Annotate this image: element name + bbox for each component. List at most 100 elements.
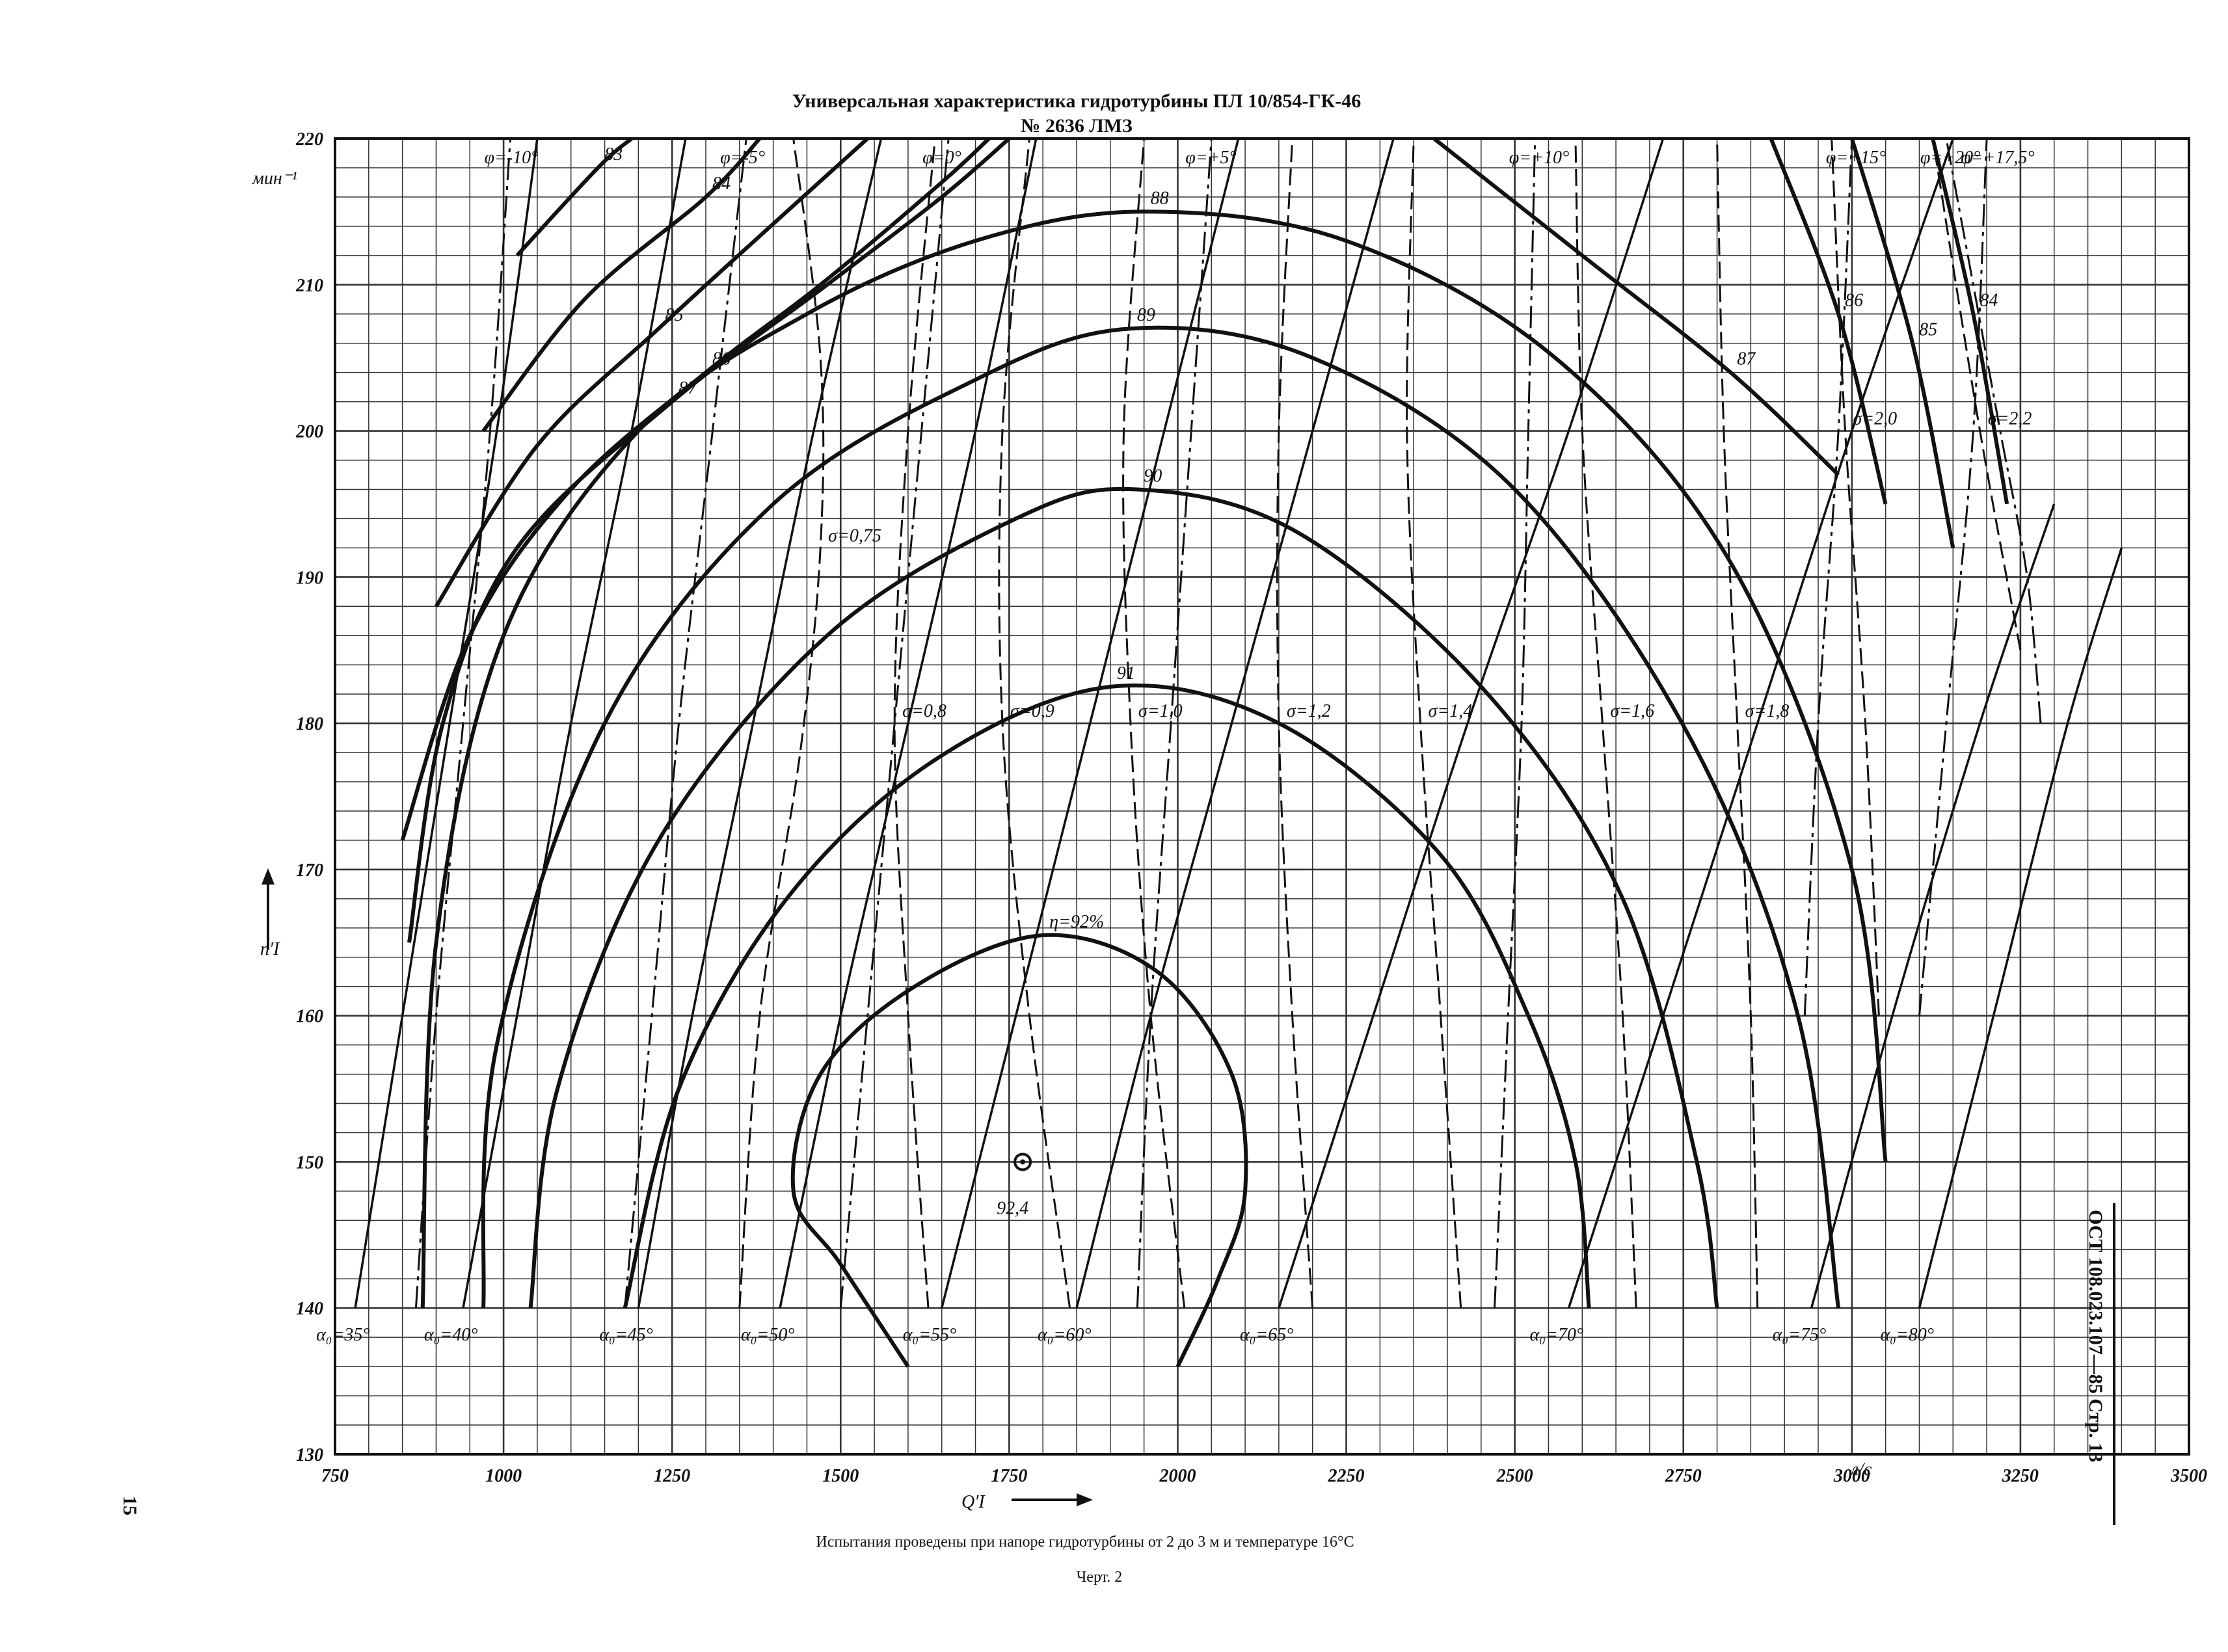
footnote: Испытания проведены при напоре гидротурб… xyxy=(816,1534,1354,1551)
cavitation-label: σ=0,75 xyxy=(828,526,881,546)
x-tick-label: 1750 xyxy=(991,1466,1027,1486)
guide-vane-line xyxy=(1810,503,2056,1309)
y-axis-arrow xyxy=(262,868,275,950)
blade-angle-label: φ=0° xyxy=(922,148,961,168)
efficiency-curve xyxy=(481,137,762,433)
efficiency-label: 87 xyxy=(678,379,697,399)
efficiency-label: 86 xyxy=(1845,291,1863,311)
axis-ticks: 750 1000 1250 1500 1750 2000 2250 2500 2750 3000 3… xyxy=(295,129,2207,1486)
efficiency-curve xyxy=(407,137,1011,943)
efficiency-label: 83 xyxy=(604,144,623,165)
cavitation-curve xyxy=(1716,138,1759,1309)
optimum-point xyxy=(1020,1159,1026,1165)
guide-vane-label: α₀=50° xyxy=(741,1325,795,1345)
cavitation-curve xyxy=(998,138,1071,1309)
x-tick-label: 3250 xyxy=(2002,1466,2039,1486)
cavitation-label: σ=1,4 xyxy=(1429,701,1473,721)
x-tick-label: 2750 xyxy=(1665,1466,1702,1486)
side-standard-label: ОСТ 108.023.107—85 Стр. 13 xyxy=(2085,1210,2106,1462)
efficiency-curve xyxy=(1432,137,1840,477)
guide-vane-line xyxy=(1075,138,1395,1309)
blade-angle-lines xyxy=(414,138,2042,1309)
figure-caption: Черт. 2 xyxy=(1077,1569,1123,1586)
blade-angle-line xyxy=(1918,138,1988,1016)
cavitation-curve xyxy=(1574,138,1637,1309)
guide-vane-label: α₀=80° xyxy=(1880,1325,1934,1345)
efficiency-curve xyxy=(1931,138,2009,505)
blade-angle-line xyxy=(1136,138,1213,1309)
chart-title-line2: № 2636 ЛМЗ xyxy=(1021,115,1133,137)
efficiency-curve xyxy=(515,137,633,257)
x-unit-label: л/с xyxy=(1849,1459,1872,1480)
blade-angle-label: φ=-5° xyxy=(720,148,765,168)
cavitation-label: σ=1,6 xyxy=(1610,701,1654,721)
y-tick-label: 200 xyxy=(295,422,323,442)
guide-vane-label: α₀=60° xyxy=(1038,1325,1092,1345)
cavitation-label: σ=1,8 xyxy=(1745,701,1790,721)
guide-vane-label: α₀=55° xyxy=(903,1325,957,1345)
cavitation-curve xyxy=(1122,138,1186,1309)
y-tick-label: 170 xyxy=(296,860,323,881)
guide-vane-label: α₀=65° xyxy=(1240,1325,1294,1345)
efficiency-curve xyxy=(420,209,1888,1309)
curve-labels: η=92% 91 90 89 88 87 86 85 84 83 87 86 85 84 σ=0,75 σ=0… xyxy=(316,144,2034,1345)
y-tick-label: 130 xyxy=(296,1445,323,1465)
y-unit-label: мин⁻¹ xyxy=(252,168,297,189)
cavitation-curve xyxy=(738,138,825,1309)
guide-vane-line xyxy=(779,138,1038,1309)
y-tick-label: 150 xyxy=(296,1152,323,1173)
cavitation-curve xyxy=(1276,138,1314,1309)
guide-vane-line xyxy=(1278,138,1665,1309)
x-tick-label: 1500 xyxy=(822,1466,859,1486)
y-tick-label: 140 xyxy=(296,1299,323,1319)
efficiency-label: 85 xyxy=(665,305,683,325)
guide-vane-label: α₀=45° xyxy=(599,1325,653,1345)
x-tick-label: 3000 xyxy=(1833,1466,1870,1486)
x-axis-label: Q′I xyxy=(961,1492,986,1512)
efficiency-label: 84 xyxy=(1980,291,1998,311)
cavitation-curve xyxy=(1931,138,2022,650)
page-number: 15 xyxy=(119,1496,141,1515)
cavitation-curve xyxy=(1831,138,1880,1016)
guide-vane-line xyxy=(941,138,1240,1309)
blade-angle-label: φ=+15° xyxy=(1826,148,1886,168)
blade-angle-line xyxy=(1945,138,2042,724)
blade-angle-line xyxy=(624,138,747,1309)
cavitation-curve xyxy=(1406,138,1462,1309)
efficiency-curve xyxy=(1849,138,1955,548)
guide-vane-label: α₀=75° xyxy=(1773,1325,1827,1345)
y-tick-label: 190 xyxy=(296,568,323,588)
cavitation-label: σ=0,8 xyxy=(902,701,946,721)
cavitation-label: σ=1,0 xyxy=(1138,701,1183,721)
cavitation-label: σ=0,9 xyxy=(1010,701,1054,721)
guide-vane-line xyxy=(637,138,883,1309)
blade-angle-label: φ=+17,5° xyxy=(1961,148,2034,168)
optimum-point-ring xyxy=(1013,1152,1032,1171)
blade-angle-label: φ=-10° xyxy=(484,148,538,168)
y-tick-label: 180 xyxy=(296,714,323,734)
guide-vane-label: α₀=35° xyxy=(316,1325,370,1345)
blade-angle-label: φ=+10° xyxy=(1509,148,1569,168)
blade-angle-line xyxy=(1494,138,1537,1309)
optimum-point-label: 92,4 xyxy=(997,1198,1028,1218)
cavitation-label: σ=2,0 xyxy=(1853,409,1897,429)
blade-angle-line xyxy=(1803,138,1853,1016)
x-tick-label: 750 xyxy=(321,1466,349,1486)
blade-angle-label: φ=+20° xyxy=(1920,148,1980,168)
x-tick-label: 1250 xyxy=(654,1466,690,1486)
efficiency-label: 87 xyxy=(1737,349,1756,369)
x-tick-label: 2000 xyxy=(1159,1466,1196,1486)
chart-title-line1: Универсальная характеристика гидротурбин… xyxy=(792,90,1361,112)
efficiency-curve xyxy=(623,683,1591,1309)
guide-vane-line xyxy=(1567,138,1954,1309)
y-tick-label: 160 xyxy=(296,1007,323,1027)
efficiency-label: 91 xyxy=(1117,663,1135,684)
y-tick-label: 220 xyxy=(295,129,323,150)
efficiency-label: 88 xyxy=(1151,188,1169,208)
efficiency-label: 84 xyxy=(712,174,731,194)
y-axis-label: n′I xyxy=(260,939,280,959)
blade-angle-line xyxy=(839,138,950,1309)
x-tick-label: 3500 xyxy=(2170,1466,2207,1486)
